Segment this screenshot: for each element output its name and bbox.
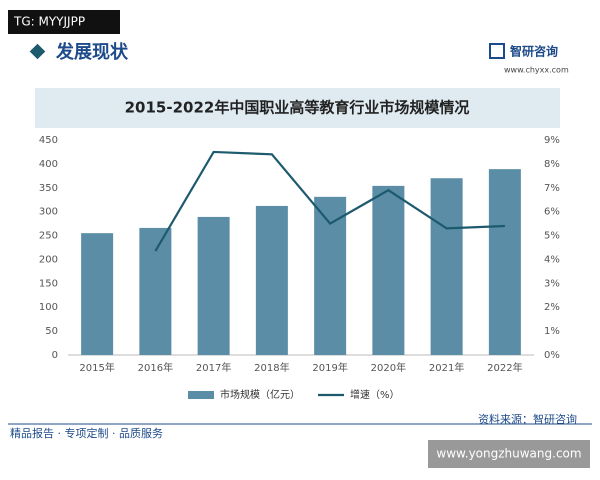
icon <box>29 43 46 60</box>
y2-tick-label: 4% <box>544 254 560 265</box>
y2-tick-label: 1% <box>544 326 560 337</box>
bar <box>139 227 172 355</box>
section-title: 发展现状 <box>55 41 129 63</box>
source: 资料来源：智研咨询 <box>478 412 577 426</box>
x-tick-label: 2021年 <box>429 361 464 374</box>
site: www.chyxx.com <box>504 66 569 75</box>
y-tick-label: 300 <box>39 207 58 218</box>
y2-tick-label: 3% <box>544 278 560 289</box>
title-band <box>35 88 560 128</box>
logo <box>489 43 505 59</box>
y-tick-label: 150 <box>39 278 58 289</box>
y2-tick-label: 0% <box>544 350 560 361</box>
watermark: www.yongzhuwang.com <box>436 447 581 461</box>
tag: TG: MYYJJPP <box>13 15 85 29</box>
bar <box>255 205 288 355</box>
y-tick-label: 200 <box>39 254 58 265</box>
y2-tick-label: 5% <box>544 231 560 242</box>
legend-label: 增速（%） <box>350 388 400 401</box>
y2-tick-label: 9% <box>544 135 560 146</box>
y-tick-label: 0 <box>52 350 58 361</box>
tag-box <box>8 10 120 34</box>
bar <box>314 196 347 355</box>
bar <box>197 216 230 355</box>
bar <box>430 178 463 355</box>
x-tick-label: 2016年 <box>138 361 173 374</box>
chart-title: 2015-2022年中国职业高等教育行业市场规模情况 <box>125 99 470 117</box>
y2-tick-label: 6% <box>544 207 560 218</box>
line <box>154 150 505 252</box>
y-tick-label: 50 <box>45 326 58 337</box>
bar <box>81 233 114 355</box>
y-tick-label: 100 <box>39 302 58 313</box>
x-tick-label: 2020年 <box>371 361 406 374</box>
x-tick-label: 2017年 <box>196 361 231 374</box>
x-tick-label: 2019年 <box>312 361 347 374</box>
x-tick-label: 2018年 <box>254 361 289 374</box>
slogan: 精品报告 · 专项定制 · 品质服务 <box>10 426 163 440</box>
brand: 智研咨询 <box>509 44 558 59</box>
x-tick-label: 2015年 <box>79 361 114 374</box>
y-tick-label: 450 <box>39 135 58 146</box>
y2-tick-label: 7% <box>544 183 560 194</box>
y-tick-label: 250 <box>39 231 58 242</box>
legend-label: 市场规模（亿元） <box>220 388 300 401</box>
y-tick-label: 400 <box>39 159 58 170</box>
legend-swatch <box>188 391 214 399</box>
x-tick-label: 2022年 <box>487 361 522 374</box>
watermark-box <box>428 440 590 468</box>
y2-tick-label: 8% <box>544 159 560 170</box>
y2-tick-label: 2% <box>544 302 560 313</box>
bar <box>488 169 521 355</box>
y-tick-label: 350 <box>39 183 58 194</box>
bar <box>372 185 405 355</box>
